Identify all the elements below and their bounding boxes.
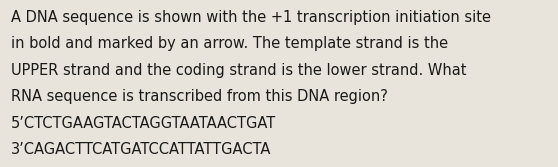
Text: in bold and marked by an arrow. The template strand is the: in bold and marked by an arrow. The temp… [11,36,448,51]
Text: RNA sequence is transcribed from this DNA region?: RNA sequence is transcribed from this DN… [11,89,388,104]
Text: 5’CTCTGAAGTACTAGGTAATAACTGAT: 5’CTCTGAAGTACTAGGTAATAACTGAT [11,116,276,131]
Text: UPPER strand and the coding strand is the lower strand. What: UPPER strand and the coding strand is th… [11,63,466,78]
Text: A DNA sequence is shown with the +1 transcription initiation site: A DNA sequence is shown with the +1 tran… [11,10,491,25]
Text: 3’CAGACTTCATGATCCATTATTGACTA: 3’CAGACTTCATGATCCATTATTGACTA [11,142,271,157]
